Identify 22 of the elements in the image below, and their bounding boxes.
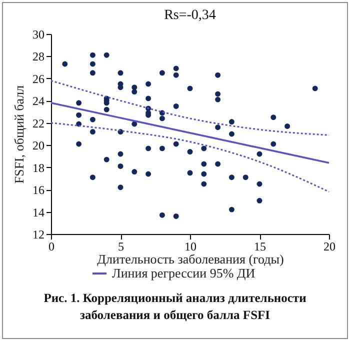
x-tick-label: 15 bbox=[254, 240, 266, 254]
x-axis-title: Длительность заболевания (годы) bbox=[97, 252, 284, 266]
y-tick-label: 30 bbox=[32, 28, 44, 42]
text: Рис. 1. Корреляционный анализ длительности заболевания и общего балла FSFI bbox=[42, 290, 308, 324]
y-axis-title: FSFI, общий балл bbox=[12, 84, 26, 184]
y-tick-label: 20 bbox=[32, 138, 44, 153]
x-tick-label: 20 bbox=[324, 240, 336, 254]
y-tick-label: 24 bbox=[32, 94, 44, 108]
y-tick-label: 18 bbox=[32, 160, 44, 175]
x-tick-label: 10 bbox=[184, 240, 196, 254]
y-tick-label: 28 bbox=[32, 50, 44, 64]
line-series bbox=[50, 122, 330, 193]
legend-label: Линия регрессии 95% ДИ bbox=[112, 266, 256, 280]
y-tick-label: 12 bbox=[32, 228, 44, 242]
line-series bbox=[50, 80, 330, 136]
x-tick-label: 0 bbox=[48, 240, 54, 254]
y-tick-label: 14 bbox=[32, 205, 44, 220]
y-tick-label: 26 bbox=[32, 72, 44, 86]
y-tick-label: 22 bbox=[32, 116, 44, 130]
x-tick-label: 5 bbox=[118, 240, 124, 254]
chart-title: Rs=-0,34 bbox=[164, 8, 216, 23]
y-tick-label: 16 bbox=[32, 183, 44, 198]
